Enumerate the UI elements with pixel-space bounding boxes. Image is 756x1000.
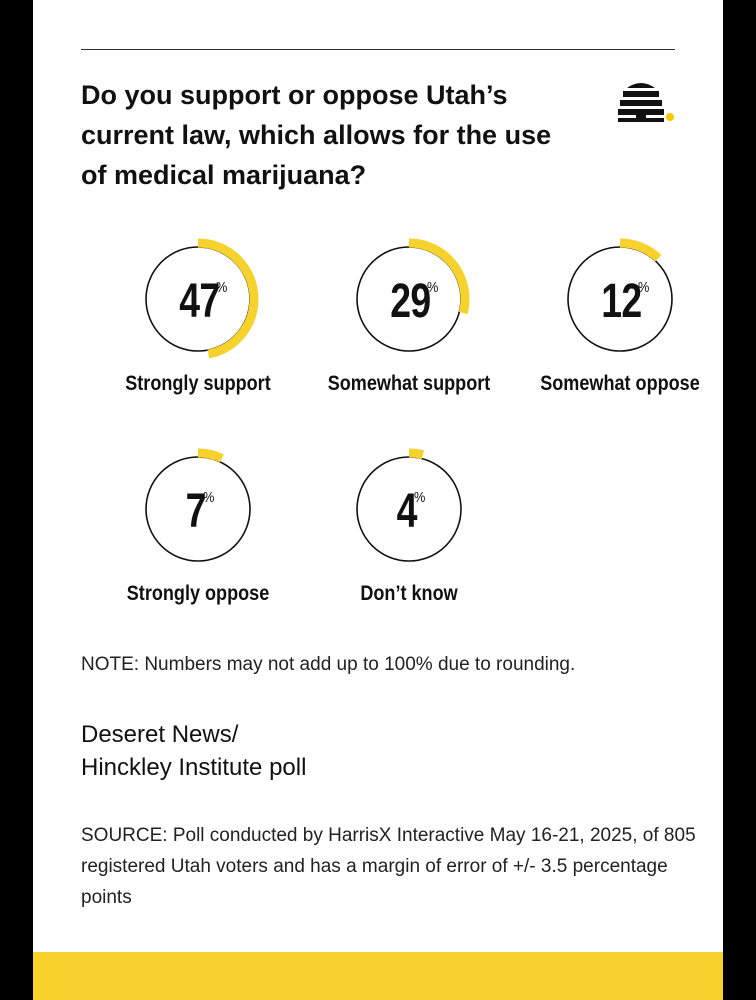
footer-accent-bar — [33, 952, 723, 1000]
donut-label: Strongly oppose — [126, 582, 270, 605]
donut-value-number: 47 — [178, 275, 220, 328]
donut-svg — [348, 238, 470, 360]
donut-value: 4% — [309, 487, 509, 537]
donut-svg — [348, 448, 470, 570]
donut-value-unit: % — [638, 279, 650, 296]
donut-label: Somewhat support — [327, 372, 491, 395]
donut-value: 29% — [309, 277, 509, 327]
donut-svg — [559, 238, 681, 360]
donut-label: Somewhat oppose — [540, 372, 700, 395]
donut-value: 47% — [98, 277, 298, 327]
donut-label: Strongly support — [125, 372, 271, 395]
donut-arc — [348, 448, 470, 570]
donut-value-unit: % — [427, 279, 439, 296]
donut-label: Don’t know — [360, 582, 458, 605]
brand-credit: Deseret News/ Hinckley Institute poll — [81, 718, 306, 784]
donut-arc — [137, 448, 259, 570]
donut-value: 12% — [520, 277, 720, 327]
donut-item: 12% Somewhat oppose — [520, 237, 720, 427]
donut-arc — [137, 238, 259, 360]
donut-item: 47% Strongly support — [98, 237, 298, 427]
source-note: SOURCE: Poll conducted by HarrisX Intera… — [81, 825, 696, 908]
donut-arc — [348, 238, 470, 360]
donut-item: 4% Don’t know — [309, 447, 509, 637]
chart-title: Do you support or oppose Utah’s current … — [81, 80, 552, 190]
donut-value-number: 4 — [397, 485, 418, 538]
donut-svg — [137, 448, 259, 570]
donut-value-number: 7 — [186, 485, 207, 538]
donut-value-unit: % — [203, 489, 215, 506]
donut-value-unit: % — [216, 279, 228, 296]
donut-item: 7% Strongly oppose — [98, 447, 298, 637]
donut-item: 29% Somewhat support — [309, 237, 509, 427]
donut-svg — [137, 238, 259, 360]
donut-arc — [559, 238, 681, 360]
donut-value-unit: % — [414, 489, 426, 506]
donut-value: 7% — [98, 487, 298, 537]
brand-line-2: Hinckley Institute poll — [81, 754, 307, 781]
top-divider — [81, 49, 675, 50]
brand-line-1: Deseret News/ — [81, 721, 239, 748]
infographic-card: Do you support or oppose Utah’s current … — [33, 0, 723, 1000]
footnote: NOTE: Numbers may not add up to 100% due… — [81, 654, 576, 675]
beehive-icon — [618, 83, 674, 122]
donut-value-number: 29 — [389, 275, 431, 328]
donut-value-number: 12 — [600, 275, 642, 328]
